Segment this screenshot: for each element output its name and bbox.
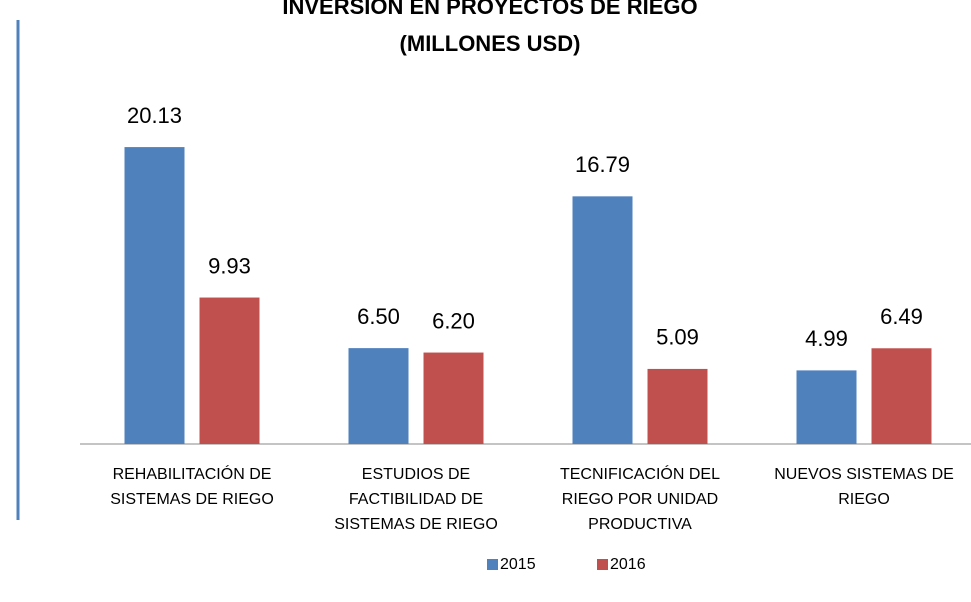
chart-subtitle: (MILLONES USD) [400, 31, 581, 56]
chart-title: INVERSIÓN EN PROYECTOS DE RIEGO [282, 0, 697, 19]
x-tick-label: TECNIFICACIÓN DEL [560, 464, 720, 483]
value-label: 6.49 [880, 304, 923, 329]
x-tick-label: SISTEMAS DE RIEGO [110, 491, 274, 508]
legend-swatch [597, 559, 608, 570]
bar [572, 196, 633, 444]
x-tick-label: FACTIBILIDAD DE [349, 491, 483, 508]
legend-label: 2016 [610, 556, 646, 573]
x-tick-label: ESTUDIOS DE [362, 466, 470, 483]
value-label: 9.93 [208, 253, 251, 278]
bar [124, 147, 185, 444]
bar [871, 348, 932, 444]
value-label: 6.20 [432, 308, 475, 333]
x-tick-label: NUEVOS SISTEMAS DE [774, 466, 954, 483]
x-tick-label: RIEGO [838, 491, 890, 508]
bar [348, 348, 409, 444]
x-tick-label: SISTEMAS DE RIEGO [334, 516, 498, 533]
value-label: 20.13 [127, 103, 182, 128]
value-label: 16.79 [575, 152, 630, 177]
legend-label: 2015 [500, 556, 536, 573]
x-tick-label: REHABILITACIÓN DE [113, 464, 272, 483]
x-tick-label: PRODUCTIVA [588, 516, 692, 533]
bar [199, 297, 260, 444]
bar [796, 370, 857, 444]
bar [647, 368, 708, 444]
bar [423, 352, 484, 444]
value-label: 5.09 [656, 325, 699, 350]
x-tick-label: RIEGO POR UNIDAD [562, 491, 718, 508]
value-label: 6.50 [357, 304, 400, 329]
legend-swatch [487, 559, 498, 570]
value-label: 4.99 [805, 326, 848, 351]
